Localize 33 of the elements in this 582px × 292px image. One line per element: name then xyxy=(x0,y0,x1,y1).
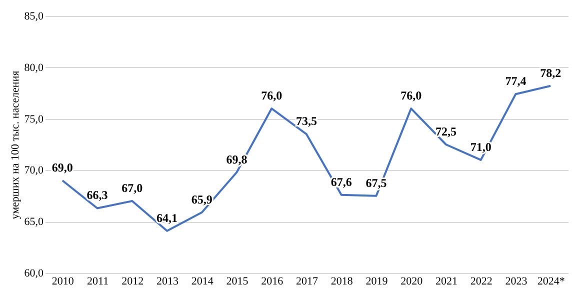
y-tick-label: 65,0 xyxy=(24,216,44,228)
x-tick-label: 2022 xyxy=(470,276,492,288)
x-tick-label: 2010 xyxy=(52,276,74,288)
x-tick-label: 2012 xyxy=(122,276,144,288)
x-tick-label: 2023 xyxy=(505,276,528,288)
y-tick-label: 75,0 xyxy=(24,113,44,126)
data-label: 64,1 xyxy=(156,210,178,225)
x-tick-label: 2017 xyxy=(296,276,318,288)
data-label: 76,0 xyxy=(261,88,282,103)
x-tick-label: 2020 xyxy=(400,276,424,288)
y-tick-label: 85,0 xyxy=(24,10,44,22)
x-tick-label: 2011 xyxy=(87,276,109,288)
y-tick-label: 60,0 xyxy=(24,268,44,280)
x-tick-label: 2021 xyxy=(435,276,458,288)
x-tick-label: 2024* xyxy=(537,276,565,288)
y-tick-label: 80,0 xyxy=(24,62,44,74)
x-tick-label: 2014 xyxy=(191,276,214,288)
data-label: 66,3 xyxy=(86,188,108,202)
data-label: 76,0 xyxy=(400,88,422,103)
x-tick-label: 2016 xyxy=(261,276,284,288)
data-label: 77,4 xyxy=(505,74,526,88)
x-tick-label: 2019 xyxy=(366,276,388,288)
data-label: 67,0 xyxy=(122,181,143,196)
data-label: 73,5 xyxy=(296,114,317,128)
y-tick-label: 70,0 xyxy=(24,164,44,177)
data-label: 78,2 xyxy=(540,66,562,80)
x-tick-label: 2015 xyxy=(226,276,249,288)
data-label: 69,0 xyxy=(52,160,73,174)
data-label: 65,9 xyxy=(191,192,212,206)
x-tick-label: 2018 xyxy=(330,276,354,288)
x-tick-label: 2013 xyxy=(156,276,180,288)
y-axis-title: умерших на 100 тыс. населения xyxy=(9,70,22,220)
data-label: 72,5 xyxy=(435,124,456,138)
